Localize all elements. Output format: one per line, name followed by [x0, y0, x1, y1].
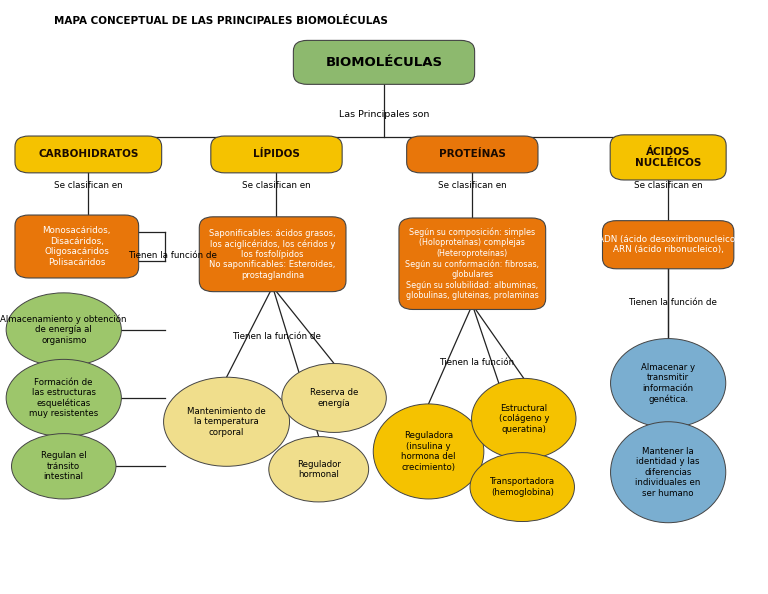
Text: LÍPIDOS: LÍPIDOS	[253, 150, 300, 159]
Text: Regulan el
tránsito
intestinal: Regulan el tránsito intestinal	[41, 451, 87, 481]
Ellipse shape	[470, 453, 574, 522]
Text: Reguladora
(insulina y
hormona del
crecimiento): Reguladora (insulina y hormona del creci…	[402, 431, 455, 472]
Ellipse shape	[269, 437, 369, 502]
Ellipse shape	[164, 377, 290, 466]
Text: Transportadora
(hemoglobina): Transportadora (hemoglobina)	[490, 478, 554, 497]
Text: Monosacáridos,
Disacáridos,
Oligosacáridos
Polisacáridos: Monosacáridos, Disacáridos, Oligosacárid…	[42, 226, 111, 267]
Text: Reserva de
energía: Reserva de energía	[310, 388, 358, 407]
FancyBboxPatch shape	[199, 217, 346, 292]
Text: Las Principales son: Las Principales son	[339, 109, 429, 119]
Text: Tienen la función de: Tienen la función de	[627, 298, 717, 308]
Text: MAPA CONCEPTUAL DE LAS PRINCIPALES BIOMOLÉCULAS: MAPA CONCEPTUAL DE LAS PRINCIPALES BIOMO…	[54, 16, 388, 26]
FancyBboxPatch shape	[293, 40, 475, 84]
Text: Saponificables: ácidos grasos,
los aciglicéridos, los céridos y
los fosfolípidos: Saponificables: ácidos grasos, los acigl…	[210, 229, 336, 280]
Text: Según su composición: simples
(Holoproteínas) complejas
(Heteroproteínas)
Según : Según su composición: simples (Holoprote…	[406, 228, 539, 300]
Ellipse shape	[12, 434, 116, 499]
Text: Se clasifican en: Se clasifican en	[242, 181, 311, 190]
Ellipse shape	[611, 422, 726, 523]
FancyBboxPatch shape	[602, 221, 734, 268]
Text: CARBOHIDRATOS: CARBOHIDRATOS	[38, 150, 138, 159]
Text: Almacenamiento y obtención
de energía al
organismo: Almacenamiento y obtención de energía al…	[1, 314, 127, 345]
Ellipse shape	[282, 364, 386, 432]
Text: Mantener la
identidad y las
diferencias
individuales en
ser humano: Mantener la identidad y las diferencias …	[635, 447, 701, 498]
Ellipse shape	[611, 339, 726, 428]
Text: Se clasifican en: Se clasifican en	[438, 181, 507, 190]
Text: Almacenar y
transmitir
información
genética.: Almacenar y transmitir información genét…	[641, 363, 695, 403]
Ellipse shape	[6, 359, 121, 437]
Text: Tienen la función de: Tienen la función de	[232, 331, 321, 341]
FancyBboxPatch shape	[399, 218, 545, 309]
Text: ÁCIDOS
NUCLÉICOS: ÁCIDOS NUCLÉICOS	[635, 147, 701, 168]
Text: Tienen la función: Tienen la función	[439, 358, 514, 367]
Text: BIOMOLÉCULAS: BIOMOLÉCULAS	[326, 56, 442, 69]
FancyBboxPatch shape	[15, 215, 138, 278]
Text: Mantenimiento de
la temperatura
corporal: Mantenimiento de la temperatura corporal	[187, 407, 266, 437]
Text: Se clasifican en: Se clasifican en	[54, 181, 123, 190]
Text: Regulador
hormonal: Regulador hormonal	[296, 460, 341, 479]
FancyBboxPatch shape	[210, 136, 342, 173]
Text: Formación de
las estructuras
esqueléticas
muy resistentes: Formación de las estructuras esquelética…	[29, 378, 98, 418]
FancyBboxPatch shape	[15, 136, 162, 173]
FancyBboxPatch shape	[406, 136, 538, 173]
FancyBboxPatch shape	[610, 135, 727, 180]
Ellipse shape	[373, 404, 484, 499]
Text: Tienen la función de: Tienen la función de	[128, 251, 217, 260]
Text: ADN (ácido desoxirribonucleico)
ARN (ácido ribonucleico),: ADN (ácido desoxirribonucleico) ARN (áci…	[598, 235, 739, 254]
Text: PROTEÍNAS: PROTEÍNAS	[439, 150, 506, 159]
Ellipse shape	[6, 293, 121, 366]
Text: Se clasifican en: Se clasifican en	[634, 181, 703, 190]
Ellipse shape	[472, 378, 576, 459]
Text: Estructural
(colágeno y
queratina): Estructural (colágeno y queratina)	[498, 404, 549, 434]
